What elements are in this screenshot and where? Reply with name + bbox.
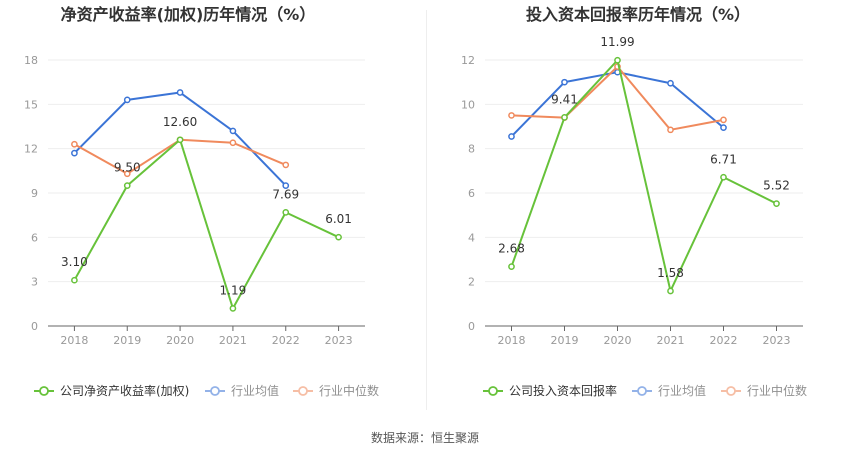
data-source-note: 数据来源：恒生聚源 (370, 431, 479, 445)
data-point-avg (561, 78, 568, 86)
data-point-avg (229, 127, 237, 135)
data-label: 9.50 (114, 161, 141, 175)
y-tick-label: 2 (468, 276, 475, 289)
chart-title: 投入资本回报率历年情况（%） (526, 5, 750, 24)
data-point-company (773, 200, 780, 207)
legend-item-avg: 行业均值 (632, 383, 706, 398)
series-line-median (73, 138, 287, 175)
data-point-company (508, 263, 515, 270)
legend-item-avg: 行业均值 (205, 383, 279, 398)
data-label: 3.10 (61, 255, 88, 269)
data-point-avg (282, 182, 290, 189)
legend-item-company: 公司净资产收益率(加权) (34, 383, 189, 398)
x-tick-label: 2019 (551, 334, 579, 347)
x-tick-label: 2021 (657, 334, 685, 347)
data-point-median (123, 170, 131, 178)
y-tick-label: 18 (24, 54, 38, 67)
y-tick-label: 12 (24, 143, 38, 156)
x-tick-label: 2018 (498, 334, 526, 347)
data-point-median (720, 116, 727, 124)
x-tick-label: 2020 (604, 334, 632, 347)
legend-marker (726, 386, 736, 396)
legend-marker (298, 386, 308, 396)
legend-label: 行业均值 (658, 383, 706, 398)
chart-panel-1: 净资产收益率(加权)历年情况（%） 0 3 6 9 12 15 18 2018 2019 2020 2… (24, 5, 379, 398)
chart-title: 净资产收益率(加权)历年情况（%） (61, 5, 316, 24)
y-tick-label: 0 (31, 320, 38, 333)
legend-marker (210, 386, 220, 396)
data-point-company (720, 173, 727, 181)
data-point-median (667, 126, 674, 134)
data-label: 1.58 (657, 266, 684, 280)
x-tick-label: 2023 (325, 334, 353, 347)
legend-item-company: 公司投入资本回报率 (483, 383, 617, 398)
y-tick-label: 3 (31, 276, 38, 289)
panel-divider (426, 10, 427, 410)
y-tick-label: 15 (24, 98, 38, 111)
legend-label: 行业中位数 (319, 383, 379, 398)
y-tick-label: 9 (31, 187, 38, 200)
legend-item-median: 行业中位数 (721, 383, 807, 398)
y-tick-label: 0 (468, 320, 475, 333)
data-point-median (229, 139, 237, 147)
data-label: 2.68 (498, 242, 525, 256)
series-line-company (73, 138, 340, 310)
x-tick-label: 2019 (113, 334, 141, 347)
x-tick-label: 2018 (60, 334, 88, 347)
data-point-company (71, 276, 78, 284)
x-tick-label: 2021 (219, 334, 247, 347)
data-label: 7.69 (272, 187, 299, 201)
legend-label: 公司投入资本回报率 (509, 383, 617, 398)
data-point-company (335, 233, 342, 241)
series-line-company (510, 59, 777, 292)
data-label: 1.19 (220, 283, 247, 297)
data-label: 12.60 (163, 115, 197, 129)
x-tick-label: 2020 (166, 334, 194, 347)
x-tick-label: 2023 (763, 334, 791, 347)
data-point-median (71, 140, 78, 148)
y-tick-label: 4 (468, 231, 475, 244)
data-label: 11.99 (600, 35, 634, 49)
data-point-avg (720, 124, 727, 131)
data-point-company (667, 287, 674, 295)
data-point-company (282, 209, 290, 216)
data-label: 9.41 (551, 92, 578, 106)
data-point-median (508, 112, 515, 119)
legend-marker (637, 386, 647, 396)
data-point-avg (123, 96, 131, 104)
data-point-company (561, 114, 568, 121)
chart-panel-2: 投入资本回报率历年情况（%） 0 2 4 6 8 10 12 2018 2019 2020 2021 2… (461, 5, 807, 398)
y-tick-label: 6 (468, 187, 475, 200)
legend-item-median: 行业中位数 (293, 383, 379, 398)
y-tick-label: 12 (461, 54, 475, 67)
y-tick-label: 6 (31, 231, 38, 244)
legend-marker (39, 386, 49, 396)
legend-label: 行业中位数 (747, 383, 807, 398)
data-point-company (176, 136, 184, 144)
y-tick-label: 8 (468, 143, 475, 156)
data-point-avg (71, 149, 78, 157)
x-tick-label: 2022 (272, 334, 300, 347)
data-point-avg (667, 79, 674, 87)
data-point-median (282, 161, 290, 169)
x-tick-label: 2022 (710, 334, 738, 347)
data-point-avg (176, 89, 184, 96)
legend-label: 公司净资产收益率(加权) (60, 383, 189, 398)
data-point-company (123, 182, 131, 189)
legend-label: 行业均值 (231, 383, 279, 398)
y-tick-label: 10 (461, 98, 475, 111)
series-line-median (511, 65, 724, 131)
data-label: 6.71 (710, 152, 737, 166)
data-point-company (614, 56, 621, 64)
data-label: 6.01 (325, 212, 352, 226)
data-point-company (229, 305, 237, 312)
legend-marker (488, 386, 498, 396)
data-label: 5.52 (763, 179, 790, 193)
data-point-avg (508, 133, 515, 140)
